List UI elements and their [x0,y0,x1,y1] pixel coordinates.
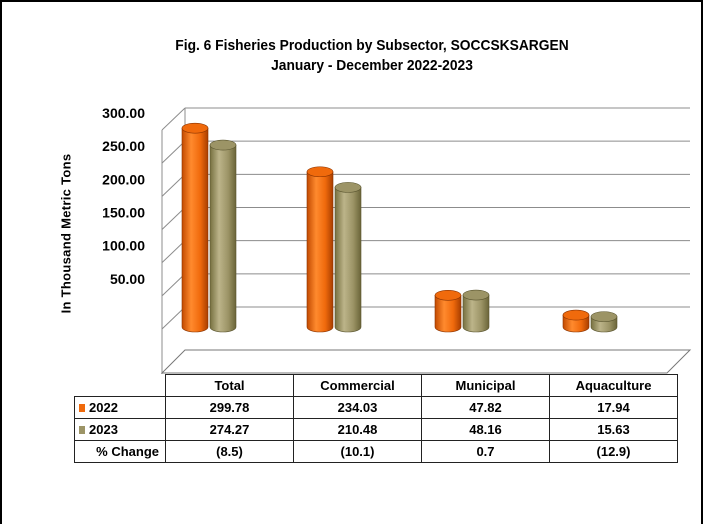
bar-top [334,182,362,193]
change-row-label: % Change [74,440,166,463]
chart-subtitle: January - December 2022-2023 [271,57,473,74]
bar-2023-aquaculture [590,311,618,333]
bar-body [462,294,490,333]
table-corner [75,375,166,397]
bar-body [181,127,209,333]
category-label-commercial: Commercial [293,374,422,397]
bar-top [590,311,618,322]
legend-swatch-2023 [79,426,85,434]
gridline-side [161,306,186,330]
change-aquaculture: (12.9) [549,440,678,463]
value-2022-municipal: 47.82 [421,396,550,419]
bar-body [334,187,362,333]
bar-body [209,144,237,333]
gridline-side [161,273,186,297]
value-2022-commercial: 234.03 [293,396,422,419]
y-tick-label: 300.00 [102,105,145,121]
chart-walls [160,107,692,374]
gridline-side [161,107,186,131]
bar-2022-municipal [434,289,462,333]
gridline-side [161,140,186,164]
value-2023-municipal: 48.16 [421,418,550,441]
change-municipal: 0.7 [421,440,550,463]
bar-top [462,289,490,301]
table-row-change: % Change (8.5) (10.1) 0.7 (12.9) [74,440,678,463]
y-tick-label: 100.00 [102,238,145,254]
value-2023-commercial: 210.48 [293,418,422,441]
chart-title-block: Fig. 6 Fisheries Production by Subsector… [160,36,583,76]
change-commercial: (10.1) [293,440,422,463]
gridline-side [161,173,186,197]
bar-top [562,309,590,321]
category-label-aquaculture: Aquaculture [549,374,678,397]
legend-entry-2023: 2023 [74,418,166,441]
gridline-side [161,207,186,230]
y-tick-label: 150.00 [102,205,145,221]
category-label-total: Total [165,374,294,397]
bar-top [181,122,209,134]
y-tick-label: 250.00 [102,138,145,154]
bar-body [434,294,462,333]
category-label-municipal: Municipal [421,374,550,397]
table-header-row: Total Commercial Municipal Aquaculture [75,374,678,397]
y-tick-labels: 50.00 100.00 150.00 200.00 250.00 300.00 [102,105,145,287]
bar-2023-municipal [462,289,490,333]
series-name-2023: 2023 [89,422,118,437]
bar-2022-aquaculture [562,309,590,333]
value-2022-total: 299.78 [165,396,294,419]
bar-top [209,139,237,151]
bar-2022-total [181,122,209,333]
table-row-2022: 2022 299.78 234.03 47.82 17.94 [74,396,678,419]
legend-entry-2022: 2022 [74,396,166,419]
bar-top [306,166,334,178]
gridline-side [161,240,186,264]
legend-swatch-2022 [79,404,85,412]
bar-2023-total [209,139,237,333]
bars [181,122,618,333]
chart-floor [160,349,692,374]
bar-2023-commercial [334,182,362,333]
bar-2022-commercial [306,166,334,333]
y-tick-label: 50.00 [110,271,145,287]
y-tick-label: 200.00 [102,171,145,187]
bar-top [434,289,462,301]
value-2022-aquaculture: 17.94 [549,396,678,419]
chart-title: Fig. 6 Fisheries Production by Subsector… [175,37,569,54]
data-table: Total Commercial Municipal Aquaculture 2… [74,374,678,463]
value-2023-total: 274.27 [165,418,294,441]
bar-body [306,171,334,333]
table-row-2023: 2023 274.27 210.48 48.16 15.63 [74,418,678,441]
series-name-2022: 2022 [89,400,118,415]
value-2023-aquaculture: 15.63 [549,418,678,441]
change-total: (8.5) [165,440,294,463]
